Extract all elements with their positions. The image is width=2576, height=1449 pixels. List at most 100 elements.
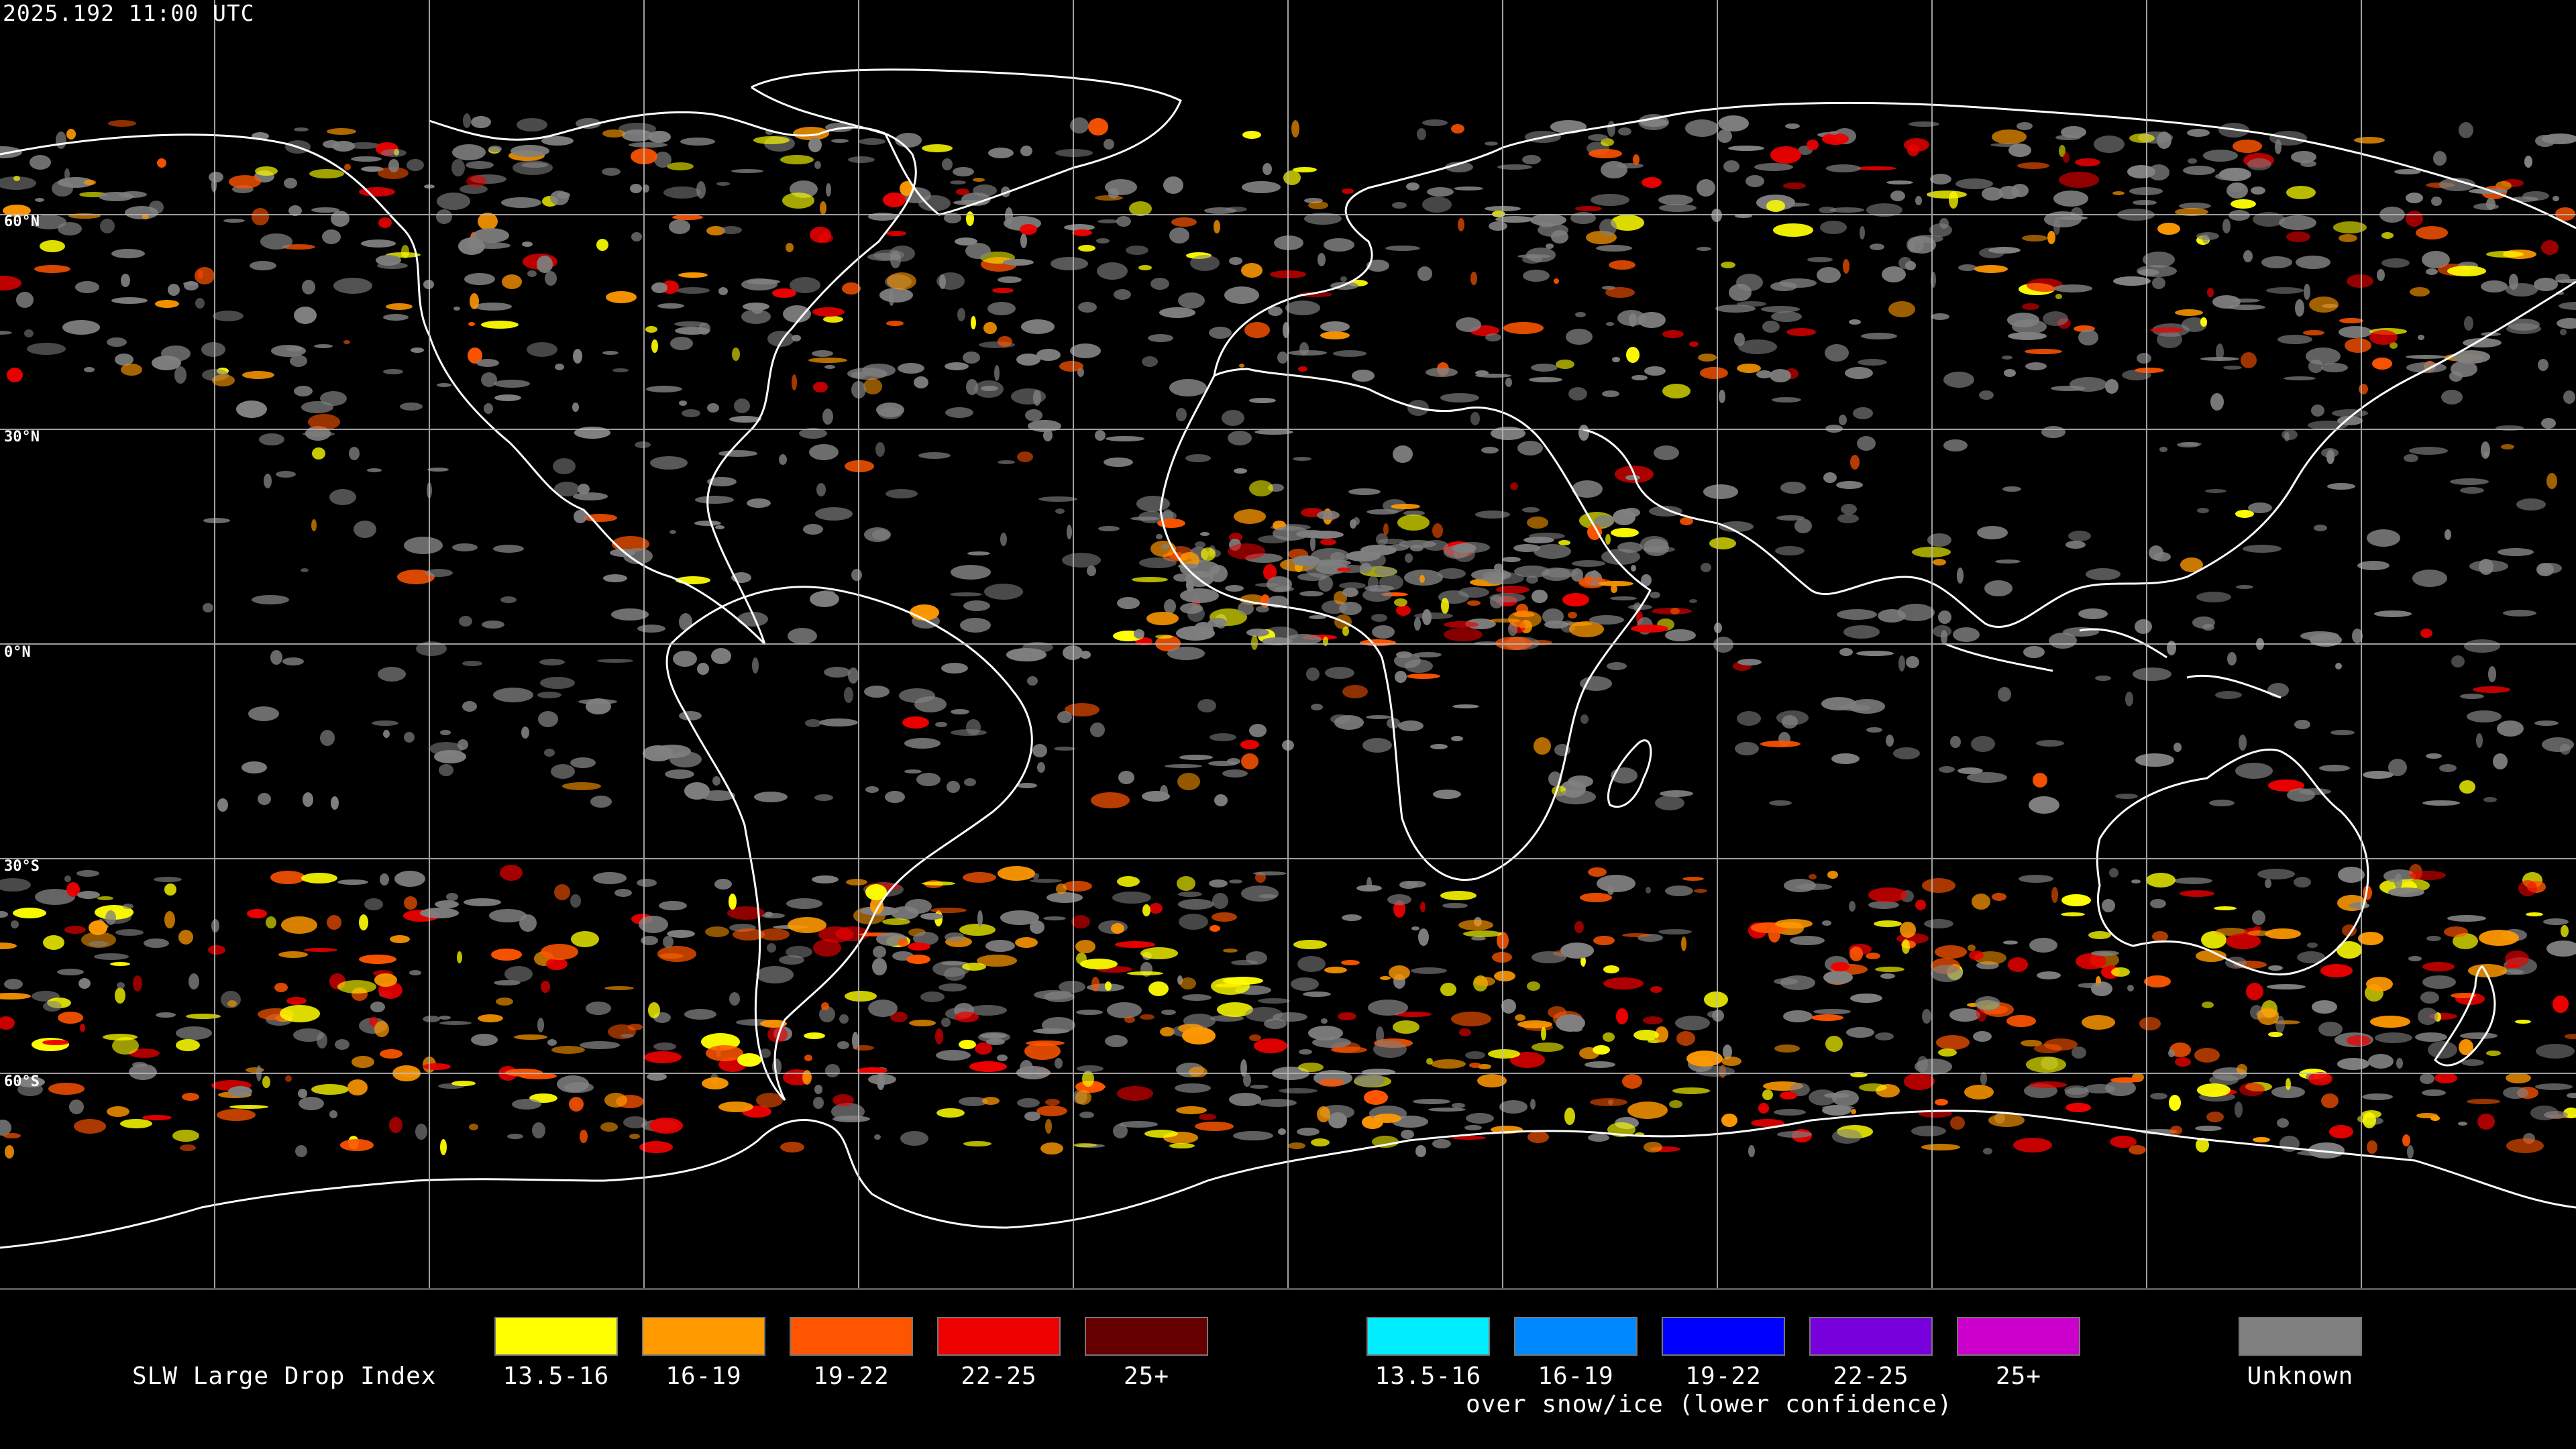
cloud-patch xyxy=(747,279,780,284)
cloud-patch xyxy=(1442,903,1468,908)
cloud-patch xyxy=(2129,1145,2146,1155)
cloud-patch xyxy=(459,616,472,627)
cloud-patch xyxy=(401,245,409,258)
cloud-patch xyxy=(831,139,849,143)
cloud-patch xyxy=(953,167,974,176)
cloud-patch xyxy=(1770,146,1801,164)
cloud-patch xyxy=(1860,226,1865,239)
cloud-patch xyxy=(729,894,737,910)
cloud-patch xyxy=(1016,354,1040,366)
cloud-patch xyxy=(390,935,410,943)
cloud-patch xyxy=(512,1099,541,1110)
cloud-patch xyxy=(2422,962,2455,971)
cloud-patch xyxy=(343,340,350,344)
cloud-patch xyxy=(1931,313,1949,320)
cloud-patch xyxy=(1596,245,1632,252)
cloud-patch xyxy=(2372,358,2392,370)
cloud-patch xyxy=(250,261,276,270)
cloud-patch xyxy=(737,612,768,627)
cloud-patch xyxy=(1011,388,1046,405)
cloud-patch xyxy=(819,590,835,596)
cloud-patch xyxy=(2248,502,2272,513)
cloud-patch xyxy=(1529,533,1565,539)
cloud-patch xyxy=(1328,1112,1347,1128)
cloud-patch xyxy=(1809,874,1817,879)
cloud-patch xyxy=(1898,655,1905,672)
cloud-patch xyxy=(2464,316,2473,331)
cloud-patch xyxy=(1114,289,1131,300)
cloud-patch xyxy=(1471,936,1486,941)
cloud-patch xyxy=(767,331,794,347)
cloud-patch xyxy=(2065,541,2086,549)
cloud-patch xyxy=(1285,301,1320,315)
cloud-patch xyxy=(1106,436,1144,441)
cloud-patch xyxy=(314,344,333,348)
cloud-patch xyxy=(2239,735,2247,751)
cloud-patch xyxy=(2029,1081,2067,1088)
cloud-patch xyxy=(654,152,672,168)
cloud-patch xyxy=(1474,977,1495,986)
cloud-patch xyxy=(1974,265,2008,273)
cloud-patch xyxy=(2458,1122,2467,1126)
cloud-patch xyxy=(2022,303,2039,310)
cloud-patch xyxy=(2105,1080,2136,1096)
cloud-patch xyxy=(2205,489,2226,493)
cloud-patch xyxy=(1953,627,1980,642)
cloud-patch xyxy=(1776,515,1805,521)
cloud-patch xyxy=(950,592,982,596)
cloud-patch xyxy=(2486,1051,2501,1056)
cloud-patch xyxy=(1043,429,1053,441)
cloud-patch xyxy=(1320,331,1350,339)
cloud-patch xyxy=(883,193,906,207)
cloud-patch xyxy=(1589,615,1624,625)
cloud-patch xyxy=(1568,775,1593,788)
cloud-patch xyxy=(133,975,142,991)
cloud-patch xyxy=(743,303,769,311)
cloud-patch xyxy=(1782,715,1798,729)
cloud-patch xyxy=(1452,704,1479,708)
cloud-patch xyxy=(1254,429,1293,435)
cloud-patch xyxy=(1178,292,1205,309)
swatch-snow-5 xyxy=(1957,1317,2080,1356)
cloud-patch xyxy=(1601,549,1640,565)
cloud-patch xyxy=(1075,1090,1091,1105)
cloud-patch xyxy=(1317,511,1340,520)
cloud-patch xyxy=(2222,219,2231,233)
cloud-patch xyxy=(349,447,360,460)
cloud-patch xyxy=(1527,1131,1549,1143)
cloud-patch xyxy=(2464,639,2500,653)
cloud-patch xyxy=(1422,119,1448,126)
cloud-patch xyxy=(1430,744,1448,749)
cloud-patch xyxy=(281,916,317,934)
cloud-patch xyxy=(462,661,482,666)
cloud-patch xyxy=(1304,213,1342,225)
cloud-patch xyxy=(1325,667,1354,679)
cloud-patch xyxy=(2505,951,2529,967)
cloud-patch xyxy=(2059,172,2099,188)
cloud-patch xyxy=(1176,408,1187,421)
cloud-patch xyxy=(94,953,129,960)
cloud-patch xyxy=(2467,1099,2500,1104)
cloud-patch xyxy=(172,1130,199,1142)
cloud-patch xyxy=(1246,951,1267,965)
cloud-patch xyxy=(2291,151,2316,163)
cloud-patch xyxy=(914,376,928,388)
cloud-patch xyxy=(493,545,524,553)
cloud-patch xyxy=(1254,1038,1287,1053)
cloud-patch xyxy=(11,920,19,928)
cloud-patch xyxy=(3,205,31,217)
cloud-patch xyxy=(1150,278,1169,290)
cloud-patch xyxy=(2453,350,2490,364)
cloud-patch xyxy=(2138,269,2159,276)
cloud-patch xyxy=(2503,1087,2528,1099)
cloud-patch xyxy=(2515,1020,2531,1024)
cloud-patch xyxy=(2078,329,2098,345)
cloud-patch xyxy=(1366,715,1391,719)
cloud-patch xyxy=(2522,191,2549,201)
cloud-patch xyxy=(804,1055,812,1061)
cloud-patch xyxy=(2497,720,2524,737)
cloud-patch xyxy=(960,618,991,633)
cloud-patch xyxy=(1580,714,1589,724)
cloud-patch xyxy=(1030,920,1044,934)
cloud-patch xyxy=(260,233,292,250)
